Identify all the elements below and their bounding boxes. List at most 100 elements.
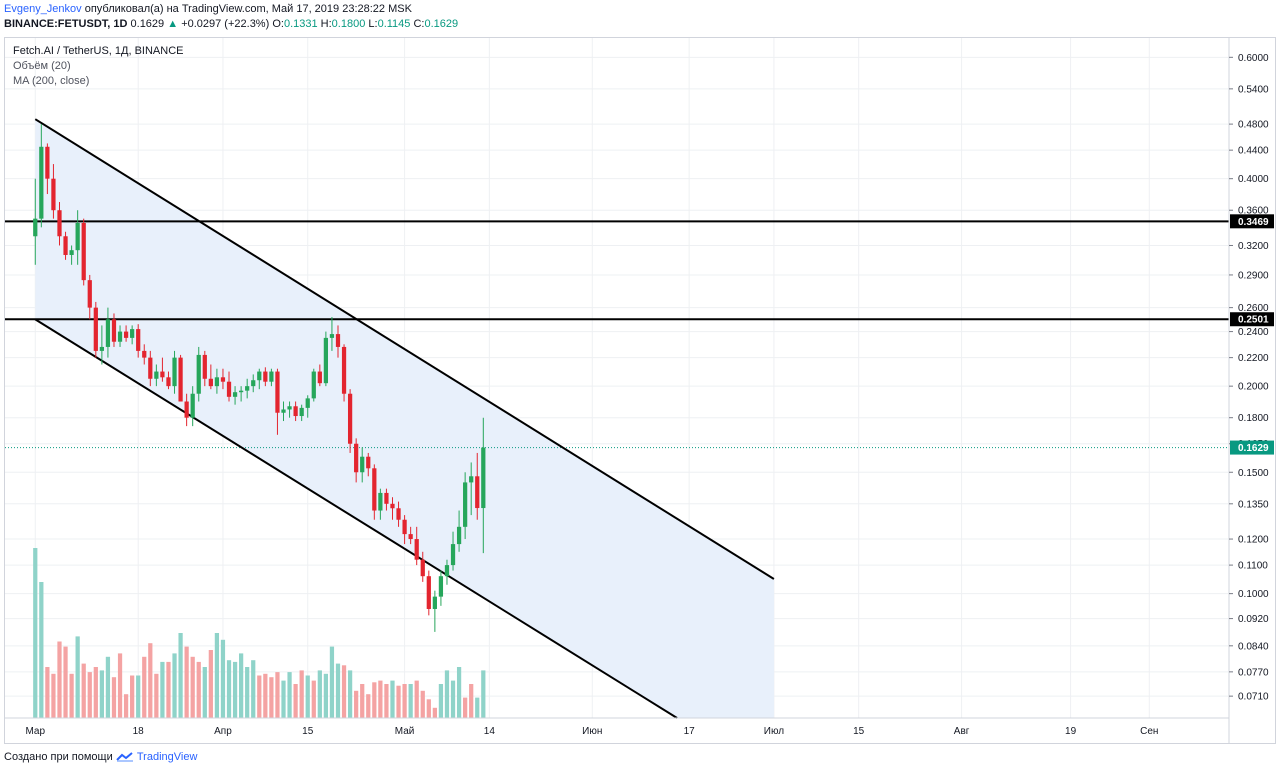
- created-with-text: Создано при помощи: [4, 751, 113, 763]
- candle-body: [463, 482, 468, 527]
- candle-body: [402, 519, 407, 535]
- candle-body: [45, 146, 50, 179]
- candle-body: [299, 407, 304, 417]
- price-axis-label: 0.4800: [1238, 120, 1269, 131]
- candle-body: [99, 346, 104, 351]
- volume-bar: [360, 684, 365, 718]
- volume-bar: [450, 680, 456, 718]
- candle-body: [154, 371, 159, 379]
- volume-bar: [172, 653, 177, 718]
- volume-bar: [444, 670, 450, 718]
- price-axis-label: 0.1200: [1238, 535, 1269, 546]
- candle-body: [148, 357, 153, 379]
- candle-body: [414, 539, 419, 560]
- volume-bar: [438, 684, 444, 718]
- volume-bar: [347, 670, 353, 718]
- author-link[interactable]: Evgeny_Jenkov: [4, 3, 82, 15]
- volume-bar: [275, 672, 280, 718]
- candle-body: [323, 337, 329, 384]
- volume-bar: [469, 684, 474, 718]
- price-axis-label: 0.2900: [1238, 270, 1269, 281]
- level-price-label-background: [1230, 214, 1274, 229]
- candle-body: [75, 222, 80, 251]
- candle-body: [251, 380, 256, 387]
- time-axis-label: 14: [484, 726, 496, 737]
- high-label: H:: [320, 18, 332, 30]
- price-axis-label: 0.4000: [1238, 174, 1269, 185]
- volume-bar: [408, 684, 413, 718]
- candle-body: [390, 503, 395, 509]
- candle-body: [275, 371, 280, 413]
- candle-body: [123, 331, 129, 338]
- candle-body: [81, 222, 86, 281]
- price-axis-label: 0.1100: [1238, 561, 1268, 572]
- candle-body: [220, 377, 226, 382]
- channel-lower-line: [34, 318, 678, 719]
- candle-body: [481, 447, 486, 509]
- volume-bar: [378, 680, 383, 718]
- volume-bar: [317, 670, 322, 718]
- level-price-label-background: [1230, 312, 1274, 327]
- candle-body: [456, 526, 462, 545]
- level-price-label: 0.3469: [1238, 217, 1269, 228]
- volume-bar: [311, 680, 316, 718]
- volume-bar: [396, 685, 401, 718]
- candle-body: [232, 392, 238, 397]
- candle-body: [420, 559, 425, 577]
- volume-bar: [251, 660, 256, 718]
- volume-bar: [293, 684, 298, 718]
- candle-body: [396, 508, 401, 520]
- chart-title: Fetch.AI / TetherUS, 1Д, BINANCE: [13, 45, 184, 57]
- candle-body: [226, 381, 232, 397]
- candle-body: [384, 492, 389, 504]
- volume-bar: [432, 707, 437, 718]
- high-value: 0.1800: [331, 18, 366, 30]
- candle-body: [293, 406, 298, 417]
- price-axis-label: 0.0920: [1238, 614, 1269, 625]
- time-axis-label: 15: [302, 726, 314, 737]
- published-text: опубликовал(а) на TradingView.com, Май 1…: [84, 3, 412, 15]
- channel-upper-line: [34, 118, 775, 580]
- volume-bar: [232, 661, 238, 718]
- volume-bar: [123, 694, 129, 718]
- low-label: L:: [368, 18, 378, 30]
- volume-bar: [190, 656, 195, 718]
- candle-body: [450, 544, 456, 566]
- chart-frame: [4, 37, 1276, 744]
- volume-bar: [402, 684, 407, 718]
- candle-body: [208, 378, 213, 387]
- candle-body: [202, 354, 207, 379]
- tradingview-link[interactable]: TradingView: [136, 751, 198, 763]
- time-axis-label: Июн: [582, 726, 602, 737]
- candle-body: [269, 371, 274, 382]
- volume-bar: [142, 656, 147, 718]
- volume-bar: [39, 582, 44, 718]
- volume-bar: [220, 639, 226, 718]
- candle-body: [239, 390, 244, 393]
- ma-indicator-label[interactable]: MA (200, close): [13, 75, 90, 87]
- volume-bar: [366, 694, 371, 718]
- publish-info: Evgeny_Jenkov опубликовал(а) на TradingV…: [4, 3, 412, 15]
- price-axis-label: 0.1000: [1238, 589, 1269, 600]
- volume-bar: [323, 673, 329, 718]
- volume-bar: [481, 670, 486, 718]
- price-axis-label: 0.2000: [1238, 382, 1269, 393]
- candle-body: [305, 398, 310, 408]
- price-axis-label: 0.0770: [1238, 667, 1269, 678]
- candle-body: [257, 371, 262, 381]
- volume-indicator-label[interactable]: Объём (20): [13, 60, 71, 72]
- candle-body: [51, 178, 56, 211]
- volume-bar: [414, 680, 419, 718]
- volume-bar: [130, 675, 135, 718]
- candle-body: [287, 406, 292, 410]
- volume-bar: [63, 646, 68, 718]
- time-axis-label: Май: [395, 726, 415, 737]
- candle-body: [444, 565, 450, 577]
- volume-bar: [148, 643, 153, 718]
- candle-body: [130, 329, 135, 338]
- volume-bar: [51, 673, 56, 718]
- candle-body: [281, 409, 286, 413]
- volume-bar: [239, 653, 244, 718]
- price-axis-background: [1229, 38, 1275, 718]
